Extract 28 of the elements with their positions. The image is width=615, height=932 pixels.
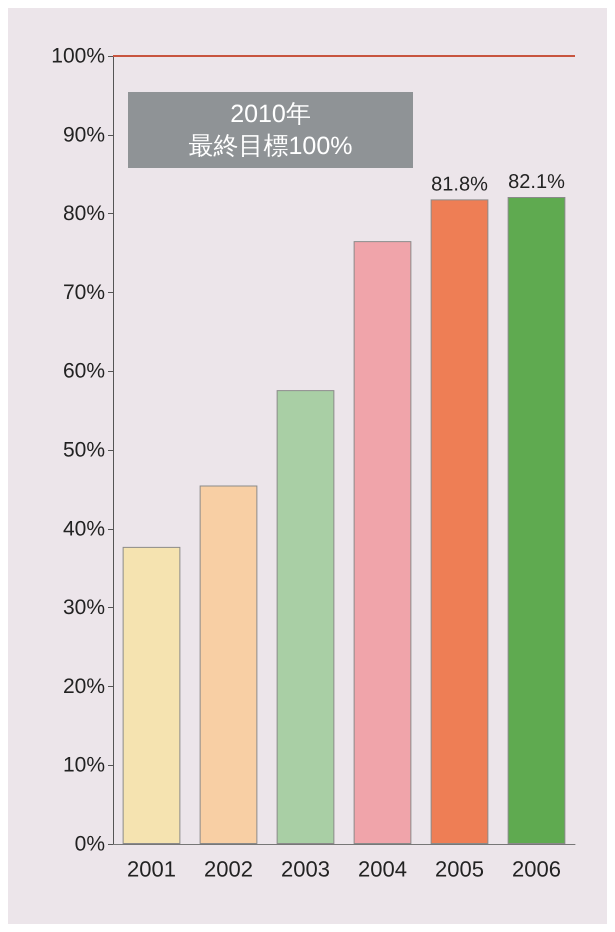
y-tick-label: 50% <box>62 438 105 462</box>
bar <box>122 546 180 844</box>
y-tick-label: 70% <box>62 280 105 304</box>
y-tick-label: 10% <box>62 754 105 777</box>
data-label: 81.8% <box>431 173 488 196</box>
x-tick-label: 2001 <box>127 856 176 882</box>
annotation: 最終目標100% <box>188 131 354 162</box>
annotation: 2010年 <box>229 99 312 130</box>
x-tick-label: 2006 <box>512 856 561 882</box>
y-tick-label: 90% <box>62 123 105 146</box>
x-tick-label: 2005 <box>435 856 484 882</box>
bar <box>276 390 334 844</box>
y-tick-label: 40% <box>62 517 105 540</box>
y-tick-label: 100% <box>51 44 105 68</box>
bar <box>200 485 258 844</box>
callout-box: 2010年 最終目標100% <box>128 92 413 168</box>
bar <box>354 241 412 844</box>
y-tick-label: 30% <box>62 596 105 620</box>
x-tick-label: 2003 <box>281 856 330 882</box>
y-tick-label: 20% <box>62 674 105 698</box>
data-label: 82.1% <box>508 171 566 194</box>
bar <box>430 199 488 844</box>
x-tick-label: 2004 <box>358 856 407 882</box>
y-tick-label: 80% <box>62 202 105 226</box>
x-tick-label: 2002 <box>204 856 253 882</box>
y-tick-label: 0% <box>74 832 105 856</box>
y-tick-label: 60% <box>62 360 105 383</box>
bar <box>508 197 566 844</box>
